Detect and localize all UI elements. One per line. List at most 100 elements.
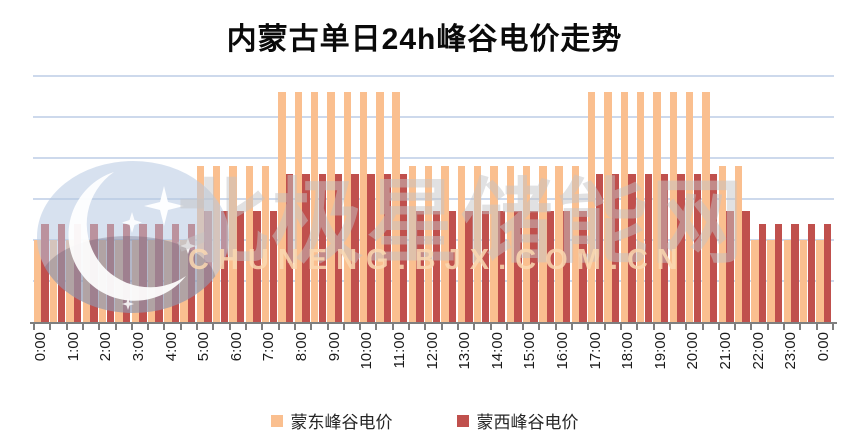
bar-mengxi — [514, 211, 522, 322]
bar-mengdong — [637, 92, 645, 322]
bar-mengdong — [490, 166, 498, 322]
x-axis-tick — [293, 324, 296, 330]
bar-mengdong — [751, 240, 759, 322]
x-axis-tick — [228, 324, 231, 330]
x-axis-tick — [717, 324, 720, 330]
bar-mengdong — [327, 92, 335, 322]
bar-mengdong — [294, 92, 302, 322]
bar-mengdong — [539, 166, 547, 322]
x-axis-tick — [571, 324, 574, 330]
x-axis-label: 14:00 — [488, 332, 506, 370]
bar-mengxi — [383, 174, 392, 322]
x-axis-label: 17:00 — [586, 332, 604, 370]
bar-mengdong — [800, 240, 808, 322]
bar-mengdong — [702, 92, 710, 322]
bar-mengxi — [644, 174, 653, 322]
legend-label-mengxi: 蒙西峰谷电价 — [476, 413, 579, 432]
chart-title: 内蒙古单日24h峰谷电价走势 — [226, 23, 623, 56]
x-axis-label: 5:00 — [195, 332, 213, 362]
x-axis-tick — [391, 324, 394, 330]
x-axis-tick — [636, 324, 639, 330]
bar-mengxi — [807, 224, 816, 322]
x-axis-label: 11:00 — [390, 332, 408, 369]
bar-mengxi — [481, 211, 489, 322]
x-axis-tick — [620, 324, 623, 330]
bar-mengdong — [473, 166, 482, 322]
bar-mengxi — [791, 224, 799, 322]
x-axis-tick — [310, 324, 313, 330]
x-axis-label: 9:00 — [325, 332, 343, 362]
bar-mengdong — [229, 166, 237, 322]
x-axis-tick — [196, 324, 199, 330]
x-axis-tick — [685, 324, 688, 330]
legend-item-mengxi: 蒙西峰谷电价 — [456, 408, 579, 433]
bar-mengxi — [416, 211, 424, 322]
bar-mengdong — [506, 166, 514, 322]
x-axis-label: 10:00 — [358, 332, 376, 370]
bar-mengdong — [588, 92, 596, 322]
x-axis-label: 23:00 — [782, 332, 800, 370]
bar-mengxi — [253, 211, 261, 322]
x-axis-label: 16:00 — [553, 332, 571, 370]
x-axis-tick — [783, 324, 786, 330]
x-axis-tick — [98, 324, 101, 330]
x-axis-tick — [130, 324, 133, 330]
x-axis-tick — [701, 324, 704, 330]
x-axis-tick — [668, 324, 671, 330]
bar-mengdong — [685, 92, 694, 322]
bar-mengxi — [334, 174, 343, 322]
bar-mengxi — [41, 224, 49, 322]
x-axis-tick — [522, 324, 525, 330]
x-axis-tick — [587, 324, 590, 330]
x-axis-tick — [408, 324, 411, 330]
bar-mengxi — [432, 211, 441, 322]
bar-mengxi — [465, 211, 473, 322]
x-axis-tick — [815, 324, 818, 330]
bar-mengxi — [220, 211, 229, 322]
x-axis-label: 0:00 — [814, 332, 832, 362]
bar-mengdong — [604, 92, 612, 322]
bar-mengdong — [343, 92, 351, 322]
x-axis-label: 8:00 — [293, 332, 311, 362]
mengdong-swatch-icon — [270, 414, 283, 427]
x-axis-label: 12:00 — [423, 332, 441, 370]
x-axis-label: 3:00 — [129, 332, 147, 362]
x-axis-tick — [359, 324, 362, 330]
x-axis-tick — [489, 324, 492, 330]
bar-mengxi — [742, 211, 750, 322]
x-axis-tick — [652, 324, 655, 330]
x-axis-tick — [734, 324, 737, 330]
bar-mengxi — [628, 174, 636, 322]
x-axis-tick — [424, 324, 427, 330]
bar-mengxi — [546, 211, 555, 322]
x-axis-tick — [81, 324, 84, 330]
bar-mengdong — [425, 166, 433, 322]
bar-mengxi — [595, 174, 604, 322]
bar-mengxi — [318, 174, 326, 322]
gridline — [33, 116, 834, 118]
legend: 蒙东峰谷电价 蒙西峰谷电价 — [0, 408, 849, 433]
x-axis-tick — [277, 324, 280, 330]
bar-mengxi — [269, 211, 277, 322]
x-axis-tick — [49, 324, 52, 330]
bar-mengdong — [50, 240, 58, 322]
bar-mengxi — [709, 174, 718, 322]
bar-mengxi — [497, 211, 506, 322]
bar-mengdong — [669, 92, 678, 322]
bar-mengdong — [310, 92, 319, 322]
x-axis-label: 2:00 — [97, 332, 115, 362]
x-axis-label: 13:00 — [456, 332, 474, 370]
bar-mengxi — [367, 174, 375, 322]
legend-item-mengdong: 蒙东峰谷电价 — [270, 408, 393, 433]
gridline — [33, 157, 834, 159]
x-axis-label: 15:00 — [521, 332, 539, 370]
bar-mengdong — [571, 166, 580, 322]
bar-mengdong — [359, 92, 368, 322]
x-axis-label: 1:00 — [64, 332, 82, 362]
bar-mengxi — [579, 211, 587, 322]
x-axis-label: 20:00 — [684, 332, 702, 370]
bar-mengxi — [400, 174, 408, 322]
x-axis-tick — [554, 324, 557, 330]
bar-mengxi — [758, 224, 767, 322]
